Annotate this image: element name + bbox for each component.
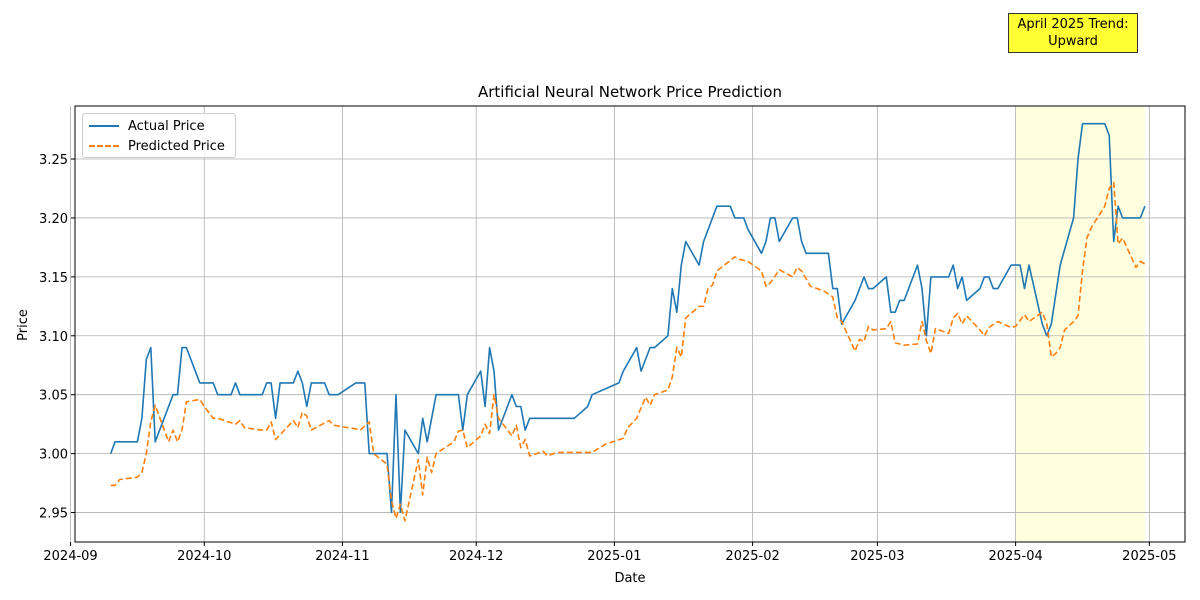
x-tick-label: 2024-11	[315, 549, 369, 564]
chart-title: Artificial Neural Network Price Predicti…	[478, 83, 782, 101]
x-tick-label: 2024-10	[177, 549, 231, 564]
x-tick-label: 2024-12	[449, 549, 503, 564]
x-tick-label: 2025-01	[587, 549, 641, 564]
trend-annotation-line2: Upward	[1048, 34, 1098, 49]
y-tick-label: 2.95	[39, 507, 68, 522]
legend-swatch-predicted	[89, 145, 119, 147]
y-tick-label: 3.10	[39, 330, 68, 345]
actual-price-line	[109, 122, 1146, 514]
legend-swatch-actual	[89, 125, 119, 127]
april-highlight-band	[1015, 106, 1145, 542]
legend: Actual Price Predicted Price	[82, 113, 236, 158]
predicted-price-line	[110, 181, 1146, 522]
y-axis-ticks: 2.95 3.00 3.05 3.10 3.15 3.20 3.25	[39, 153, 75, 522]
axes-frame	[74, 105, 1186, 543]
y-axis-label: Price	[16, 309, 31, 341]
legend-item-actual: Actual Price	[83, 116, 205, 136]
series-layer	[109, 122, 1146, 522]
x-tick-label: 2025-05	[1122, 549, 1176, 564]
legend-item-predicted: Predicted Price	[83, 136, 225, 156]
y-tick-label: 3.00	[39, 448, 68, 463]
x-tick-label: 2025-02	[725, 549, 779, 564]
y-tick-label: 3.25	[39, 153, 68, 168]
legend-label-actual: Actual Price	[128, 118, 205, 134]
x-axis-label: Date	[614, 571, 645, 586]
y-tick-label: 3.05	[39, 389, 68, 404]
legend-label-predicted: Predicted Price	[128, 138, 225, 154]
y-tick-label: 3.20	[39, 212, 68, 227]
x-axis-ticks: 2024-09 2024-10 2024-11 2024-12 2025-01 2025-…	[43, 542, 1177, 564]
trend-annotation-box: April 2025 Trend: Upward	[1008, 13, 1138, 53]
x-tick-label: 2025-03	[850, 549, 904, 564]
y-tick-label: 3.15	[39, 271, 68, 286]
trend-annotation-line1: April 2025 Trend:	[1017, 17, 1129, 32]
x-tick-label: 2024-09	[43, 549, 97, 564]
x-tick-label: 2025-04	[988, 549, 1042, 564]
